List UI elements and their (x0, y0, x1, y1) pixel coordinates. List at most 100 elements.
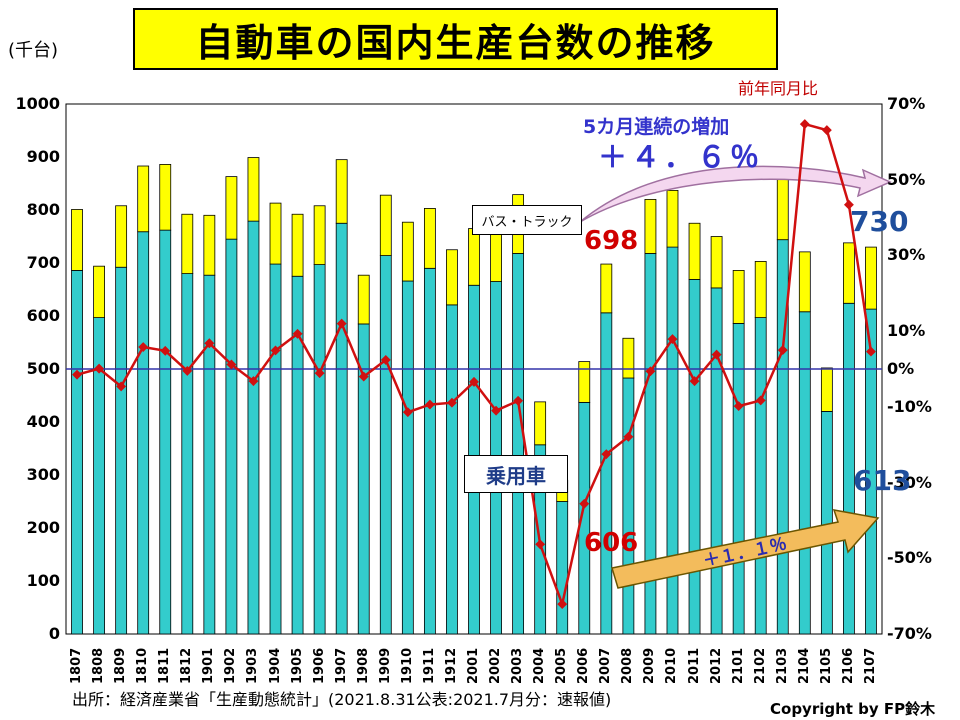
left-tick-label: 500 (26, 359, 60, 378)
bar-bus-truck-2006 (578, 361, 591, 403)
value-label-730: 730 (850, 205, 909, 238)
bar-bus-truck-1809 (115, 205, 128, 268)
yoy-point-2007 (601, 449, 612, 460)
consecutive-increase-label: 5カ月連続の増加 (583, 116, 730, 138)
bar-bus-truck-2102 (754, 261, 767, 318)
passenger-car-label: 乗用車 (464, 455, 568, 493)
bar-passenger-1904 (269, 263, 282, 635)
bar-bus-truck-2104 (798, 251, 811, 313)
yoy-point-2005 (557, 599, 568, 610)
bar-bus-truck-2011 (688, 222, 701, 280)
value-label-698: 698 (584, 226, 639, 256)
yoy-point-1902 (226, 359, 237, 370)
bar-bus-truck-2004 (534, 401, 547, 446)
x-tick-label: 1909 (377, 647, 393, 684)
right-tick-label: 50% (887, 169, 926, 189)
x-tick-label: 2103 (774, 647, 790, 684)
copyright: Copyright by FP鈴木 (770, 700, 936, 718)
left-tick-label: 0 (48, 624, 60, 643)
x-tick-label: 2001 (466, 647, 481, 684)
right-tick-label: 70% (887, 94, 926, 113)
yoy-point-2001 (469, 376, 479, 387)
x-tick-label: 2002 (488, 647, 504, 684)
x-tick-label: 2011 (686, 647, 702, 684)
left-tick-label: 600 (26, 306, 60, 325)
bar-passenger-2011 (688, 279, 701, 635)
yoy-point-1912 (446, 397, 457, 408)
left-tick-label: 800 (26, 200, 60, 219)
bar-bus-truck-1904 (269, 202, 282, 265)
x-tick-label: 2008 (620, 647, 636, 684)
x-tick-label: 1908 (355, 647, 371, 684)
yoy-point-2010 (667, 334, 678, 345)
bar-bus-truck-2101 (732, 270, 745, 324)
yoy-point-2102 (755, 395, 766, 406)
source-note: 出所：経済産業省「生産動態統計」(2021.8.31公表:2021.7月分：速報… (72, 690, 612, 709)
bar-bus-truck-1908 (357, 274, 370, 325)
x-tick-label: 1812 (179, 647, 195, 684)
bar-passenger-1903 (247, 220, 260, 635)
bar-passenger-1909 (379, 255, 392, 635)
left-tick-label: 200 (26, 518, 60, 537)
yoy-point-1908 (358, 371, 369, 382)
bar-passenger-2007 (600, 312, 613, 635)
yoy-point-2008 (623, 431, 634, 442)
x-tick-label: 1902 (223, 647, 239, 684)
arrow-group (579, 165, 892, 589)
x-tick-label: 1807 (69, 647, 85, 684)
x-tick-label: 2102 (752, 647, 768, 684)
right-tick-label: 0% (887, 359, 915, 378)
x-tick-label: 2105 (818, 647, 834, 684)
bar-passenger-2008 (622, 377, 635, 635)
bar-bus-truck-2007 (600, 263, 613, 314)
x-tick-label: 1810 (135, 647, 151, 684)
yoy-point-2006 (579, 498, 590, 509)
increase-curved-arrow (579, 165, 892, 223)
yoy-point-2009 (645, 366, 656, 377)
x-tick-label: 1906 (311, 647, 327, 684)
bar-passenger-1906 (313, 264, 326, 635)
x-tick-label: 1904 (267, 647, 283, 684)
x-tick-label: 1903 (245, 647, 261, 684)
x-tick-label: 2007 (598, 647, 614, 684)
x-tick-label: 2006 (576, 647, 592, 684)
left-tick-label: 700 (26, 253, 60, 272)
growth-block-arrow (611, 509, 880, 589)
bar-bus-truck-1807 (71, 209, 83, 271)
right-tick-label: -50% (887, 548, 932, 568)
bar-passenger-2012 (710, 287, 723, 635)
bar-bus-truck-1903 (247, 157, 260, 222)
bar-passenger-1902 (225, 238, 238, 635)
bar-bus-truck-2106 (843, 242, 855, 304)
bar-bus-truck-1906 (313, 205, 326, 265)
x-tick-label: 1808 (91, 647, 107, 684)
bar-passenger-1901 (203, 274, 216, 635)
x-tick-label: 2104 (796, 647, 812, 684)
yoy-point-1906 (314, 368, 325, 379)
bar-bus-truck-2107 (865, 246, 877, 310)
yoy-point-2103 (777, 345, 788, 356)
bar-bus-truck-2103 (776, 171, 789, 241)
yoy-point-1904 (270, 345, 281, 356)
bar-passenger-1911 (423, 267, 436, 635)
bar-passenger-2003 (512, 253, 525, 635)
left-tick-label: 300 (26, 465, 60, 484)
bar-passenger-1907 (335, 222, 348, 635)
x-tick-label: 1907 (333, 647, 349, 684)
yoy-point-2004 (535, 539, 546, 550)
yoy-point-1812 (182, 365, 193, 376)
bar-bus-truck-2012 (710, 236, 723, 289)
bar-bus-truck-1910 (401, 221, 414, 282)
yoy-point-1811 (160, 345, 171, 356)
bar-bus-truck-2008 (622, 337, 635, 379)
yoy-point-2107 (866, 346, 876, 357)
bar-passenger-2105 (820, 410, 833, 635)
yoy-label: 前年同月比 (738, 79, 819, 98)
bar-bus-truck-1812 (181, 213, 194, 275)
yoy-point-2105 (821, 125, 832, 136)
bar-bus-truck-1901 (203, 214, 216, 276)
page-title: 自動車の国内生産台数の推移 (133, 8, 778, 70)
bar-passenger-2101 (732, 323, 745, 635)
x-tick-label: 2009 (642, 647, 658, 684)
x-tick-label: 1905 (289, 647, 305, 684)
